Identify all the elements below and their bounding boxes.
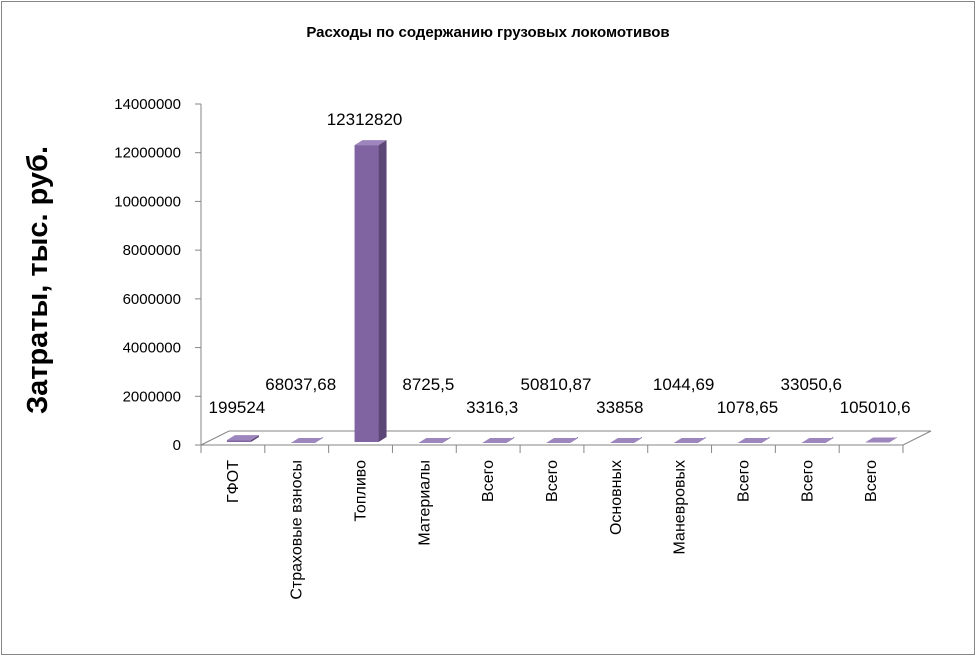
data-label: 3316,3 xyxy=(466,398,518,417)
bar-top xyxy=(609,438,642,443)
category-label: ГФОТ xyxy=(225,460,242,503)
y-tick-label: 2000000 xyxy=(123,388,181,405)
y-tick-label: 14000000 xyxy=(114,96,181,113)
bars xyxy=(226,140,898,443)
bar-front xyxy=(354,145,379,442)
y-tick-label: 4000000 xyxy=(123,340,181,357)
category-label: Страховые взносы xyxy=(289,460,306,600)
bar-front xyxy=(226,440,251,442)
category-label: Всего xyxy=(863,460,880,502)
category-label: Основных xyxy=(608,460,625,535)
y-tick-label: 12000000 xyxy=(114,145,181,162)
bar xyxy=(418,437,451,443)
data-label: 12312820 xyxy=(327,110,403,129)
bar-top xyxy=(737,438,770,443)
category-label: Всего xyxy=(480,460,497,502)
category-label: Маневровых xyxy=(672,460,689,554)
category-label: Всего xyxy=(799,460,816,502)
category-label: Всего xyxy=(735,460,752,502)
data-label: 33050,6 xyxy=(781,375,842,394)
bar xyxy=(673,437,706,443)
bar-side xyxy=(378,140,387,442)
bar xyxy=(546,437,578,443)
data-label: 1078,65 xyxy=(717,398,778,417)
bar xyxy=(226,435,259,442)
category-label: Всего xyxy=(544,460,561,502)
bar xyxy=(865,437,898,443)
data-label: 68037,68 xyxy=(265,375,336,394)
bar-top xyxy=(546,438,578,443)
bar-top xyxy=(673,438,706,443)
y-tick-label: 8000000 xyxy=(123,242,181,259)
category-label: Топливо xyxy=(353,460,370,522)
data-label: 199524 xyxy=(209,398,266,417)
bar-side xyxy=(250,435,259,442)
bar-top xyxy=(226,435,259,441)
data-label: 105010,6 xyxy=(840,398,911,417)
bar-top xyxy=(418,438,451,443)
bar xyxy=(482,437,515,443)
data-label: 8725,5 xyxy=(402,375,454,394)
data-labels: 199524 68037,68 12312820 8725,5 3316,350810,… xyxy=(209,110,911,417)
bar-top xyxy=(482,438,515,443)
bar-top xyxy=(354,140,387,146)
bar xyxy=(737,437,770,443)
bar xyxy=(354,140,387,442)
category-labels: ГФОТ Страховые взносы Топливо Материалы Всег… xyxy=(225,460,880,600)
bar-top xyxy=(290,438,323,443)
category-label: Материалы xyxy=(416,460,433,546)
data-label: 1044,69 xyxy=(653,375,714,394)
data-label: 33858 xyxy=(596,398,643,417)
bar-top xyxy=(865,437,898,443)
y-tick-label: 10000000 xyxy=(114,193,181,210)
bar-top xyxy=(801,438,834,443)
bar xyxy=(801,437,834,443)
bar xyxy=(609,437,642,443)
bar xyxy=(290,437,323,443)
chart-title: Расходы по содержанию грузовых локомотив… xyxy=(306,24,670,41)
data-label: 50810,87 xyxy=(521,375,592,394)
y-tick-label: 6000000 xyxy=(123,291,181,308)
y-tick-label: 0 xyxy=(173,437,181,454)
